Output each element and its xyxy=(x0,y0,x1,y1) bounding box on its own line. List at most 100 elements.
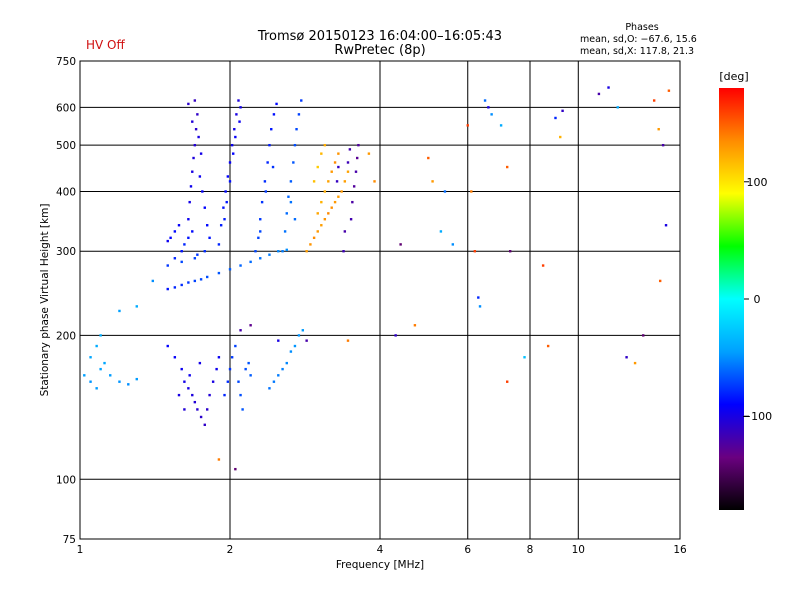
echo-point xyxy=(249,324,252,327)
echo-point xyxy=(337,165,340,169)
echo-point xyxy=(226,380,230,383)
echo-point xyxy=(180,260,183,264)
echo-point xyxy=(270,127,273,131)
echo-point xyxy=(191,393,194,397)
echo-point xyxy=(169,236,172,240)
echo-point xyxy=(264,190,268,193)
echo-point xyxy=(198,361,202,365)
echo-point xyxy=(477,296,480,299)
echo-point xyxy=(89,380,92,383)
echo-point xyxy=(228,268,232,271)
echo-point xyxy=(205,275,209,279)
echo-point xyxy=(413,324,417,327)
echo-point xyxy=(330,170,333,173)
echo-point xyxy=(173,230,177,233)
echo-point xyxy=(95,344,98,348)
echo-point xyxy=(263,180,267,183)
echo-point xyxy=(249,374,252,377)
echo-point xyxy=(352,185,356,188)
echo-point xyxy=(187,218,190,221)
echo-point xyxy=(237,99,240,102)
y-tick-label: 500 xyxy=(56,140,76,152)
colorbar-ticks: 100 0 −100 xyxy=(742,176,772,423)
echo-point xyxy=(118,380,121,383)
echo-point xyxy=(541,264,545,267)
echo-point xyxy=(191,230,194,233)
echo-point xyxy=(228,161,232,164)
echo-point xyxy=(198,175,202,178)
echo-point xyxy=(166,264,169,267)
echo-point xyxy=(559,135,562,139)
echo-point xyxy=(183,243,186,246)
echo-point xyxy=(223,218,226,221)
echo-point xyxy=(483,99,487,102)
echo-point xyxy=(300,99,303,102)
echo-point xyxy=(205,408,209,411)
echo-point xyxy=(199,278,203,281)
echo-point xyxy=(505,165,509,169)
echo-point xyxy=(249,260,252,264)
echo-point xyxy=(224,190,227,193)
echo-point xyxy=(211,380,215,383)
echo-point xyxy=(109,374,112,377)
echo-point xyxy=(230,356,234,359)
echo-point xyxy=(99,334,102,337)
echo-point xyxy=(127,383,130,386)
echo-point xyxy=(297,334,301,337)
echo-point xyxy=(208,236,211,240)
echo-point xyxy=(234,467,237,471)
echo-point xyxy=(135,377,138,381)
chart-subtitle: RwPretec (8p) xyxy=(334,43,425,58)
echo-point xyxy=(234,344,237,348)
x-tick-label: 6 xyxy=(464,544,471,556)
phase-stats-o: mean, sd,O: −67.6, 15.6 xyxy=(580,34,697,45)
echo-point xyxy=(652,99,656,102)
echo-point xyxy=(241,408,244,411)
x-tick-label: 4 xyxy=(377,544,384,556)
echo-point xyxy=(238,120,241,123)
echo-point xyxy=(177,224,181,227)
x-tick-label: 2 xyxy=(227,544,234,556)
echo-point xyxy=(490,113,493,116)
echo-point xyxy=(333,161,337,164)
echo-point xyxy=(281,367,284,371)
echo-point xyxy=(554,116,557,120)
echo-point xyxy=(237,380,240,383)
echo-point xyxy=(289,350,293,353)
echo-point xyxy=(351,200,354,204)
echo-point xyxy=(208,393,211,397)
echo-point xyxy=(166,344,169,348)
echo-point xyxy=(205,224,209,227)
echo-point xyxy=(277,339,280,342)
echo-point xyxy=(225,200,228,204)
echo-point xyxy=(239,106,242,109)
echo-point xyxy=(118,309,121,313)
echo-point xyxy=(89,356,92,359)
x-axis-label: Frequency [MHz] xyxy=(336,559,424,571)
y-axis-ticks: 75 100 200 300 400 500 600 750 xyxy=(56,56,76,546)
echo-point xyxy=(373,180,376,183)
echo-point xyxy=(466,124,469,127)
echo-point xyxy=(470,190,473,193)
echo-point xyxy=(217,356,221,359)
echo-point xyxy=(305,339,308,342)
echo-point xyxy=(233,127,236,131)
echo-point xyxy=(337,195,340,198)
echo-point xyxy=(340,190,343,193)
echo-point xyxy=(271,165,275,169)
echo-point xyxy=(431,180,434,183)
echo-point xyxy=(657,127,660,131)
echo-point xyxy=(239,393,242,397)
echo-point xyxy=(232,152,235,155)
echo-point xyxy=(561,109,564,113)
echo-point xyxy=(254,250,257,253)
echo-point xyxy=(180,283,183,287)
echo-point xyxy=(244,367,247,371)
echo-point xyxy=(230,143,234,147)
echo-point xyxy=(658,279,662,283)
echo-point xyxy=(260,200,264,204)
phases-heading: Phases xyxy=(625,22,658,33)
echo-point xyxy=(228,180,232,183)
echo-point xyxy=(235,113,238,116)
